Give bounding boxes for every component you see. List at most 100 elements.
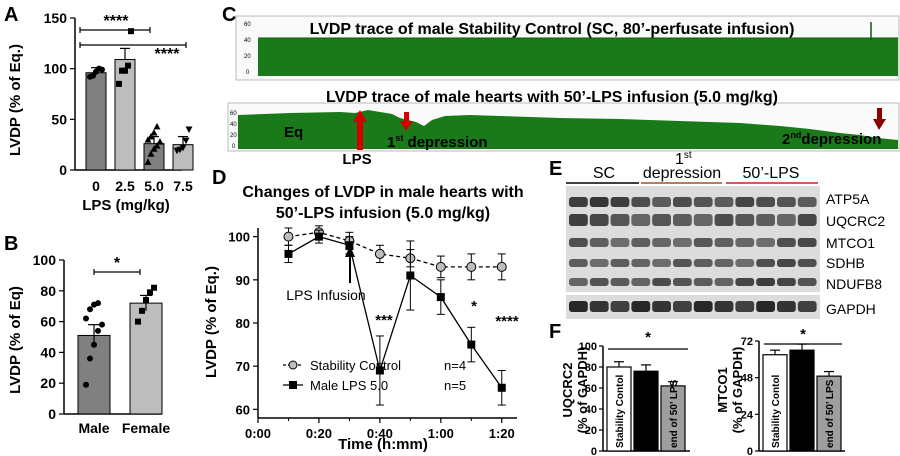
series-line-lps bbox=[288, 235, 503, 389]
blot-band bbox=[714, 238, 734, 247]
point-lps bbox=[284, 249, 293, 258]
blot-band bbox=[797, 238, 817, 247]
panel-b-point bbox=[147, 289, 153, 296]
panel-a-bar bbox=[85, 72, 107, 171]
group-label-dep-num: 1st bbox=[675, 150, 692, 168]
panel-a-sig-2: **** bbox=[155, 46, 181, 63]
panel-f-right-bar-label: Stability Contol bbox=[771, 374, 782, 448]
panel-b-xtick-label: Female bbox=[122, 420, 170, 436]
panel-a-point bbox=[99, 66, 105, 73]
lps-infusion-arrow-icon bbox=[345, 246, 355, 257]
point-stability bbox=[374, 248, 385, 259]
panel-f-right-bar bbox=[762, 354, 788, 452]
trace1-tick-20: 20 bbox=[244, 54, 251, 60]
blot-band bbox=[777, 214, 796, 226]
panel-a-ytick-label: 100 bbox=[44, 61, 68, 77]
series-line-stability bbox=[288, 231, 502, 268]
gapdh-band bbox=[756, 301, 775, 312]
blot-band bbox=[610, 259, 630, 267]
point-stability bbox=[496, 261, 507, 272]
panel-a-point bbox=[122, 67, 128, 74]
blot-band bbox=[652, 259, 671, 267]
blot-band bbox=[714, 278, 734, 286]
panel-b-sig: * bbox=[114, 255, 121, 272]
panel-f-left-chart: 0 20 40 60 80 100 Stability Contol Short-time L… bbox=[579, 341, 690, 456]
panel-d-sig-2: * bbox=[471, 298, 477, 315]
trace1-title: LVDP trace of male Stability Control (SC… bbox=[310, 21, 795, 38]
panel-a-bar bbox=[114, 59, 136, 171]
panel-a-point bbox=[182, 137, 190, 145]
panel-f-right-bar-label: Short-time LPS bbox=[798, 375, 809, 448]
panel-b-ytick-label: 20 bbox=[40, 375, 56, 391]
panel-f-right-ylabel-1: MTCO1 bbox=[715, 367, 730, 413]
panel-d-ytick-label: 60 bbox=[236, 402, 250, 417]
blot-band bbox=[756, 278, 775, 286]
blot-band bbox=[569, 259, 588, 267]
trace1-tick-60: 60 bbox=[244, 22, 251, 28]
trace2-signal bbox=[238, 110, 898, 149]
panel-letter-b: B bbox=[4, 233, 18, 255]
blot-band bbox=[589, 197, 609, 207]
blot-band bbox=[693, 197, 713, 207]
point-lps bbox=[467, 340, 476, 349]
panel-f-left-bar bbox=[633, 370, 659, 452]
panel-b-point bbox=[83, 315, 89, 322]
legend-label-lps: Male LPS 5.0 bbox=[310, 378, 388, 393]
panel-b-point bbox=[87, 306, 93, 313]
gapdh-band bbox=[673, 301, 692, 312]
panel-f-right-ytick-label: 72 bbox=[741, 336, 753, 348]
panel-letter-a: A bbox=[4, 4, 18, 26]
panel-b-point bbox=[95, 327, 101, 334]
blot-band bbox=[797, 197, 817, 207]
legend-marker-lps bbox=[289, 381, 297, 389]
blot-band bbox=[673, 259, 692, 267]
panel-d-title-1: Changes of LVDP in male hearts with bbox=[242, 184, 523, 201]
blot-band bbox=[693, 259, 713, 267]
blot-band bbox=[797, 214, 817, 226]
blot-band bbox=[589, 238, 609, 247]
point-stability bbox=[283, 231, 294, 242]
panel-f-left-bar-label: Stability Contol bbox=[615, 374, 626, 448]
panel-a-point bbox=[116, 80, 122, 87]
panel-f-right-bar bbox=[816, 375, 842, 452]
protein-label-sdhb: SDHB bbox=[826, 255, 865, 271]
legend-n-stability: n=4 bbox=[444, 358, 466, 373]
protein-label-uqcrc2: UQCRC2 bbox=[826, 213, 885, 229]
blot-band bbox=[673, 238, 692, 247]
blot-band bbox=[589, 278, 609, 286]
panel-a-ylabel: LVDP (% of Eq.) bbox=[7, 44, 24, 156]
point-lps bbox=[314, 232, 323, 241]
panel-d-ytick-label: 100 bbox=[228, 230, 250, 245]
trace1-tick-40: 40 bbox=[244, 38, 251, 44]
trace2-tick-0: 0 bbox=[232, 144, 236, 150]
panel-f-left-bar-label: end of 50’ LPS bbox=[669, 379, 680, 448]
panel-f-left-ylabel-1: UQCRC2 bbox=[560, 363, 575, 418]
gapdh-band bbox=[735, 301, 755, 312]
lps-arrow-icon bbox=[353, 110, 367, 122]
panel-f-right-ytick-label: 48 bbox=[741, 373, 753, 385]
panel-b-bar bbox=[77, 334, 111, 415]
panel-letter-d: D bbox=[212, 167, 226, 189]
panel-a-xtick-label: 5.0 bbox=[144, 178, 164, 194]
panel-d-ylabel: LVDP (% of Eq.) bbox=[203, 266, 220, 378]
panel-b-chart: 0 20 40 60 80 100 Male Female bbox=[33, 252, 171, 436]
panel-f-left-sig: * bbox=[645, 329, 651, 346]
gapdh-band bbox=[693, 301, 713, 312]
panel-a-ytick-label: 50 bbox=[51, 111, 67, 127]
panel-f-right-sig: * bbox=[800, 326, 806, 343]
lps-label: LPS bbox=[342, 151, 371, 168]
blot-band bbox=[797, 259, 817, 267]
panel-f-right-bar-label: end of 50’ LPS bbox=[825, 379, 836, 448]
panel-f-left-ytick-label: 80 bbox=[585, 362, 597, 374]
protein-label-mtco1: MTCO1 bbox=[826, 235, 875, 251]
panel-d-chart: 60 70 80 90 100 0:00 0:20 0:40 1:00 1:20 bbox=[228, 225, 517, 441]
panel-a-point bbox=[150, 129, 158, 136]
panel-b-ytick-label: 0 bbox=[48, 406, 56, 422]
panel-a-point bbox=[125, 62, 131, 69]
trace2-tick-20: 20 bbox=[230, 133, 237, 139]
panel-a-point bbox=[179, 144, 187, 152]
gapdh-band bbox=[610, 301, 630, 312]
blot-band bbox=[673, 197, 692, 207]
panel-a-ytick-label: 0 bbox=[59, 162, 67, 178]
